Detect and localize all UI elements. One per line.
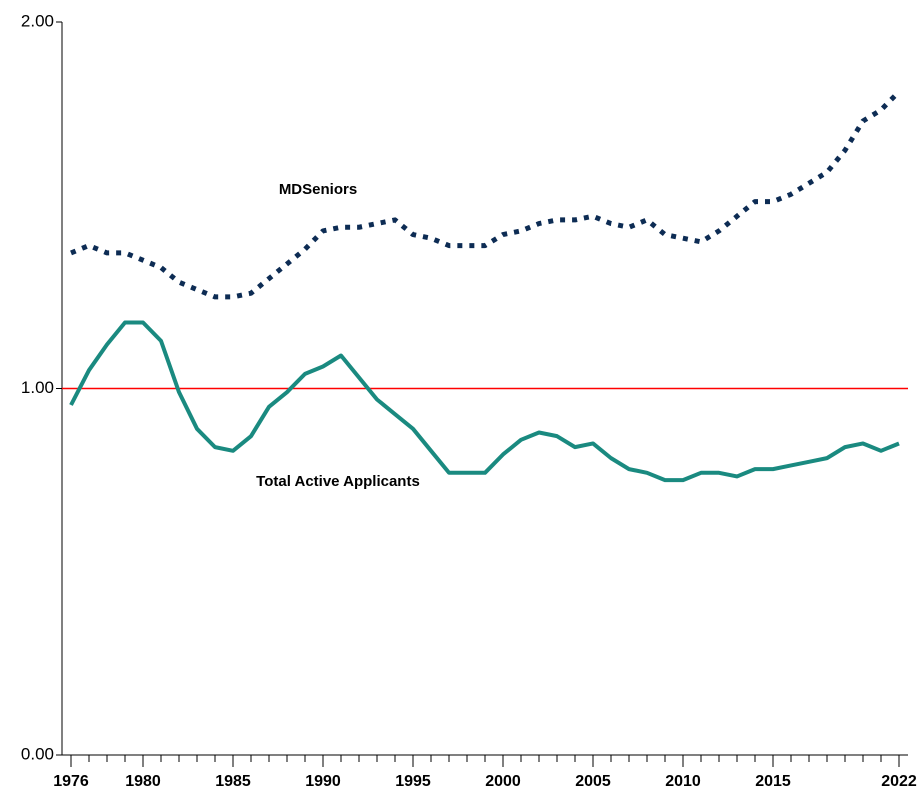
x-tick-label: 1976 [53,773,89,790]
x-tick-label: 2015 [755,773,791,790]
x-tick-label: 1990 [305,773,341,790]
line-series [70,89,901,300]
line-series [69,320,900,483]
y-tick-label: 0.00 [21,744,54,763]
x-tick-label: 2000 [485,773,521,790]
x-tick-label: 1995 [395,773,431,790]
x-tick-label: 2022 [881,773,917,790]
series-label: Total Active Applicants [256,473,420,490]
x-tick-label: 2010 [665,773,701,790]
x-tick-label: 2005 [575,773,611,790]
x-tick-label: 1985 [215,773,251,790]
x-tick-label: 1980 [125,773,161,790]
y-tick-label: 1.00 [21,378,54,397]
series-label: MDSeniors [279,181,357,198]
y-tick-label: 2.00 [21,11,54,30]
